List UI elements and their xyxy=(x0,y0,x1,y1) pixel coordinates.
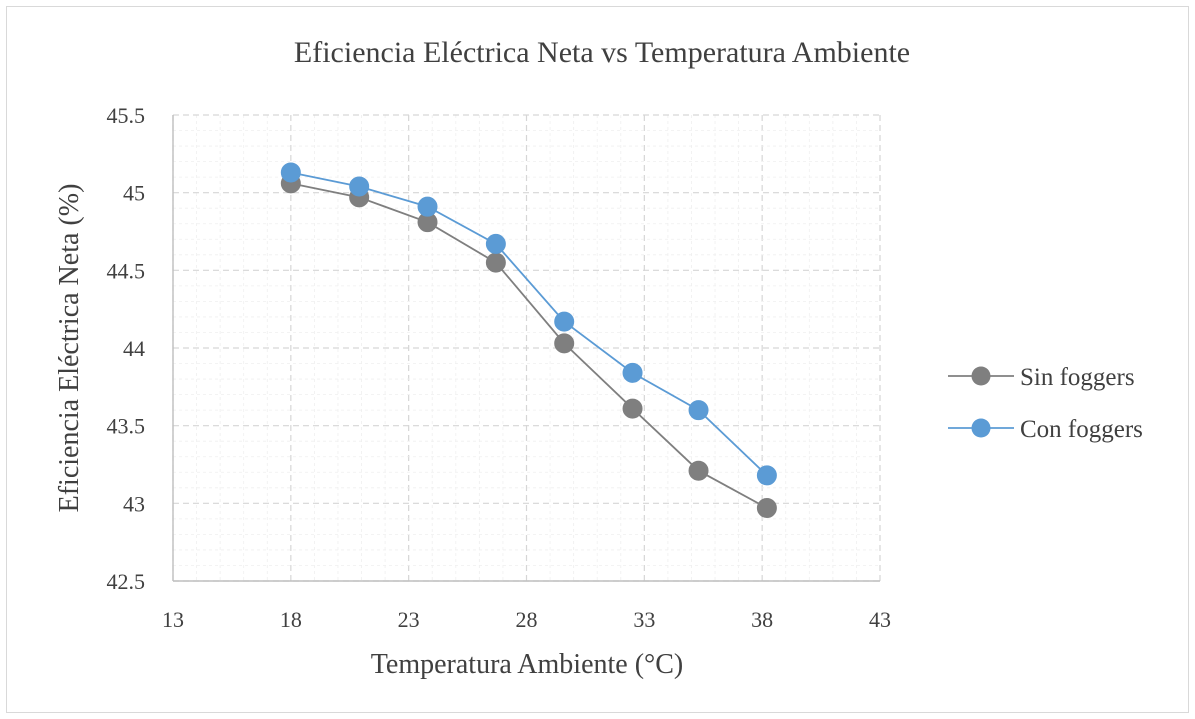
series-layer xyxy=(280,162,777,518)
con-foggers-data-point xyxy=(688,400,709,421)
x-tick-label: 28 xyxy=(516,607,538,632)
legend-layer: Sin foggers Con foggers xyxy=(948,364,1143,443)
y-axis-title: Eficiencia Eléctrica Neta (%) xyxy=(54,184,85,513)
sin-foggers-legend-marker xyxy=(971,366,991,386)
y-tick-label: 43.5 xyxy=(107,414,146,439)
y-tick-label: 42.5 xyxy=(107,569,146,594)
sin-foggers-series-line xyxy=(290,182,768,509)
x-tick-label: 38 xyxy=(751,607,773,632)
y-tick-label: 43 xyxy=(123,491,145,516)
y-tick-label: 45.5 xyxy=(107,103,146,128)
con-foggers-data-point xyxy=(485,233,506,254)
y-tick-label: 45 xyxy=(123,181,145,206)
sin-foggers-data-point xyxy=(554,333,575,354)
con-foggers-series-line xyxy=(290,171,768,477)
sin-foggers-data-point xyxy=(622,398,643,419)
con-foggers-data-point xyxy=(349,176,370,197)
con-foggers-data-point xyxy=(756,465,777,486)
x-tick-label: 13 xyxy=(162,607,184,632)
x-tick-label: 18 xyxy=(280,607,302,632)
y-tick-label: 44 xyxy=(123,336,145,361)
con-foggers-data-point xyxy=(554,311,575,332)
con-foggers-data-point xyxy=(622,362,643,383)
con-foggers-data-point xyxy=(417,196,438,217)
con-foggers-data-point xyxy=(280,162,301,183)
axes-layer: 13 18 23 28 33 38 43 42.5 43 43.5 44 44.5 45 45.5 xyxy=(107,103,892,632)
sin-foggers-data-point xyxy=(688,460,709,481)
grid-layer xyxy=(172,114,881,582)
chart-title: Eficiencia Eléctrica Neta vs Temperatura… xyxy=(294,36,910,69)
x-tick-label: 33 xyxy=(633,607,655,632)
x-tick-label: 23 xyxy=(398,607,420,632)
sin-foggers-legend-label: Sin foggers xyxy=(1020,364,1135,391)
x-axis-title: Temperatura Ambiente (°C) xyxy=(371,649,683,680)
sin-foggers-data-point xyxy=(485,252,506,273)
con-foggers-legend-label: Con foggers xyxy=(1020,416,1143,443)
y-tick-label: 44.5 xyxy=(107,258,146,283)
x-tick-label: 43 xyxy=(869,607,891,632)
con-foggers-legend-marker xyxy=(971,418,991,438)
sin-foggers-data-point xyxy=(756,497,777,518)
